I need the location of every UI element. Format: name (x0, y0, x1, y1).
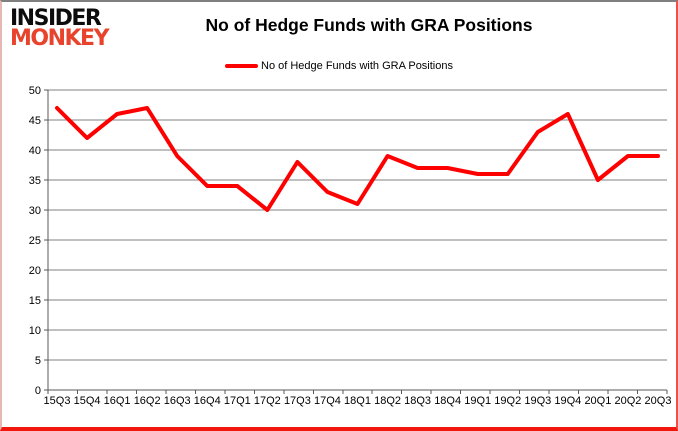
svg-text:16Q4: 16Q4 (194, 395, 221, 407)
y-axis-labels: 0 5 10 15 20 25 30 35 40 45 50 (29, 85, 41, 397)
x-axis-ticks (47, 390, 668, 394)
legend-label: No of Hedge Funds with GRA Positions (261, 60, 453, 72)
svg-text:20Q3: 20Q3 (645, 395, 672, 407)
svg-text:40: 40 (29, 145, 41, 157)
svg-text:17Q4: 17Q4 (314, 395, 341, 407)
x-axis-labels: 15Q3 15Q4 16Q1 16Q2 16Q3 16Q4 17Q1 17Q2 17Q3 17Q4… (44, 395, 672, 407)
legend-line-marker (225, 64, 258, 68)
svg-text:17Q3: 17Q3 (284, 395, 311, 407)
svg-text:15Q4: 15Q4 (74, 395, 101, 407)
svg-text:16Q1: 16Q1 (104, 395, 131, 407)
chart-title: No of Hedge Funds with GRA Positions (205, 15, 533, 35)
svg-text:18Q3: 18Q3 (404, 395, 431, 407)
chart-canvas: 0 5 10 15 20 25 30 35 40 45 50 15Q3 15Q4 16Q1 16Q2 16Q3… (29, 85, 672, 407)
logo-text-insider: INSIDER (10, 6, 102, 31)
svg-text:18Q2: 18Q2 (374, 395, 401, 407)
svg-text:35: 35 (29, 175, 41, 187)
svg-text:19Q2: 19Q2 (494, 395, 521, 407)
logo-text-monkey: MONKEY (10, 26, 110, 52)
data-line (55, 106, 660, 212)
legend: No of Hedge Funds with GRA Positions (2, 60, 676, 72)
svg-text:15: 15 (29, 295, 41, 307)
svg-text:5: 5 (35, 355, 41, 367)
svg-text:19Q1: 19Q1 (464, 395, 491, 407)
svg-text:45: 45 (29, 115, 41, 127)
svg-text:25: 25 (29, 235, 41, 247)
y-gridlines (44, 89, 667, 391)
insider-monkey-logo: INSIDER MONKEY (10, 6, 110, 52)
svg-text:0: 0 (35, 385, 41, 397)
svg-text:17Q1: 17Q1 (224, 395, 251, 407)
svg-text:10: 10 (29, 325, 41, 337)
svg-text:16Q2: 16Q2 (134, 395, 161, 407)
svg-text:30: 30 (29, 205, 41, 217)
svg-text:20: 20 (29, 265, 41, 277)
svg-text:50: 50 (29, 85, 41, 97)
svg-text:18Q1: 18Q1 (344, 395, 371, 407)
svg-text:15Q3: 15Q3 (44, 395, 71, 407)
svg-text:19Q4: 19Q4 (554, 395, 581, 407)
svg-text:16Q3: 16Q3 (164, 395, 191, 407)
svg-text:17Q2: 17Q2 (254, 395, 281, 407)
svg-text:19Q3: 19Q3 (524, 395, 551, 407)
svg-text:20Q1: 20Q1 (584, 395, 611, 407)
svg-text:20Q2: 20Q2 (614, 395, 641, 407)
svg-text:18Q4: 18Q4 (434, 395, 461, 407)
